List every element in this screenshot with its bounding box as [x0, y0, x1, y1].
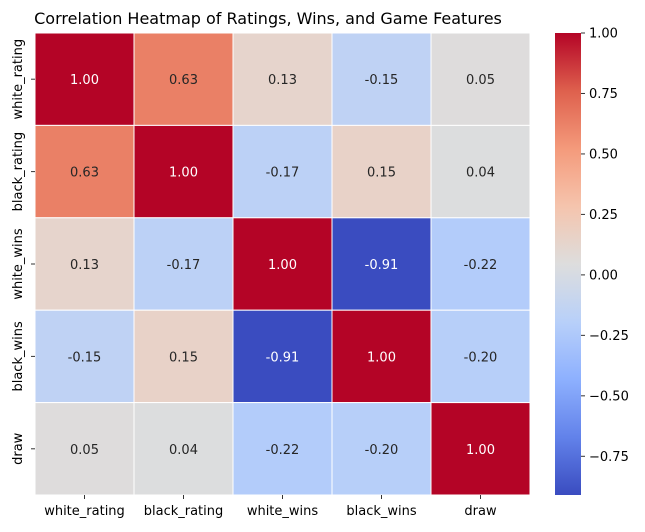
cell-value-label: 1.00 — [367, 350, 396, 365]
cell-value-label: 1.00 — [268, 258, 297, 273]
heatmap-cell — [133, 217, 234, 311]
cell-value-label: -0.17 — [266, 166, 300, 181]
x-tick-label: white_rating — [44, 504, 125, 519]
cell-value-label: 1.00 — [466, 443, 495, 458]
y-tick-label: draw — [11, 432, 26, 465]
cell-value-label: -0.91 — [365, 258, 399, 273]
heatmap-cell — [430, 217, 531, 311]
cell-value-label: -0.15 — [68, 350, 102, 365]
chart-title: Correlation Heatmap of Ratings, Wins, an… — [34, 9, 502, 28]
colorbar-tick-label: −0.75 — [589, 450, 629, 465]
cell-value-label: 0.05 — [70, 443, 99, 458]
heatmap-cell — [430, 309, 531, 404]
cell-value-label: -0.91 — [266, 350, 300, 365]
heatmap-cell — [34, 32, 135, 126]
colorbar-tick-label: 0.25 — [589, 208, 618, 223]
x-axis-tick-labels: white_rating black_rating white_wins black_… — [44, 495, 497, 519]
heatmap-cell — [232, 32, 333, 126]
colorbar-tick-label: 0.00 — [589, 268, 618, 283]
cell-value-label: 0.63 — [70, 166, 99, 181]
heatmap-cell — [430, 402, 531, 496]
cell-value-label: 1.00 — [169, 166, 198, 181]
colorbar-tick-label: 1.00 — [589, 27, 618, 42]
y-tick-label: black_wins — [11, 321, 26, 391]
heatmap-cell — [331, 217, 432, 311]
colorbar-tick-label: −0.50 — [589, 389, 629, 404]
heatmap-cell — [331, 309, 432, 404]
cell-value-label: 0.04 — [466, 166, 495, 181]
cell-value-label: 0.13 — [70, 258, 99, 273]
heatmap-cell — [331, 32, 432, 126]
heatmap-cell — [232, 309, 333, 404]
x-tick-label: draw — [464, 504, 497, 519]
heatmap-cell — [430, 124, 531, 219]
heatmap-cell — [232, 217, 333, 311]
cell-value-label: 0.13 — [268, 73, 297, 88]
heatmap-cell — [133, 309, 234, 404]
cell-value-label: -0.22 — [266, 443, 300, 458]
x-tick-label: white_wins — [247, 504, 319, 519]
heatmap-cells: 1.00 0.63 0.13 -0.15 0.05 0.63 1.00 -0.17 0.15 0.… — [34, 32, 531, 496]
cell-value-label: -0.20 — [365, 443, 399, 458]
y-tick-label: white_rating — [11, 39, 26, 120]
heatmap-cell — [430, 32, 531, 126]
colorbar-ticks: 1.00 0.75 0.50 0.25 0.00 −0.25 −0.50 −0.75 — [581, 27, 629, 465]
cell-value-label: 0.15 — [169, 350, 198, 365]
colorbar-tick-label: −0.25 — [589, 329, 629, 344]
heatmap-cell — [232, 124, 333, 219]
cell-value-label: 0.63 — [169, 73, 198, 88]
y-axis-tick-labels: white_rating black_rating white_wins black_… — [11, 39, 35, 465]
heatmap-cell — [232, 402, 333, 496]
heatmap-cell — [34, 124, 135, 219]
heatmap-cell — [133, 402, 234, 496]
x-tick-label: black_wins — [346, 504, 416, 519]
y-tick-label: black_rating — [11, 132, 26, 212]
cell-value-label: -0.22 — [464, 258, 498, 273]
colorbar-tick-label: 0.50 — [589, 147, 618, 162]
x-tick-label: black_rating — [144, 504, 224, 519]
colorbar-tick-label: 0.75 — [589, 87, 618, 102]
heatmap-cell — [34, 402, 135, 496]
heatmap-cell — [133, 32, 234, 126]
cell-value-label: 0.15 — [367, 166, 396, 181]
cell-value-label: 0.05 — [466, 73, 495, 88]
y-tick-label: white_wins — [11, 228, 26, 300]
cell-value-label: 0.04 — [169, 443, 198, 458]
cell-value-label: -0.20 — [464, 350, 498, 365]
colorbar — [555, 33, 581, 495]
cell-value-label: -0.15 — [365, 73, 399, 88]
cell-value-label: -0.17 — [167, 258, 201, 273]
cell-value-label: 1.00 — [70, 73, 99, 88]
